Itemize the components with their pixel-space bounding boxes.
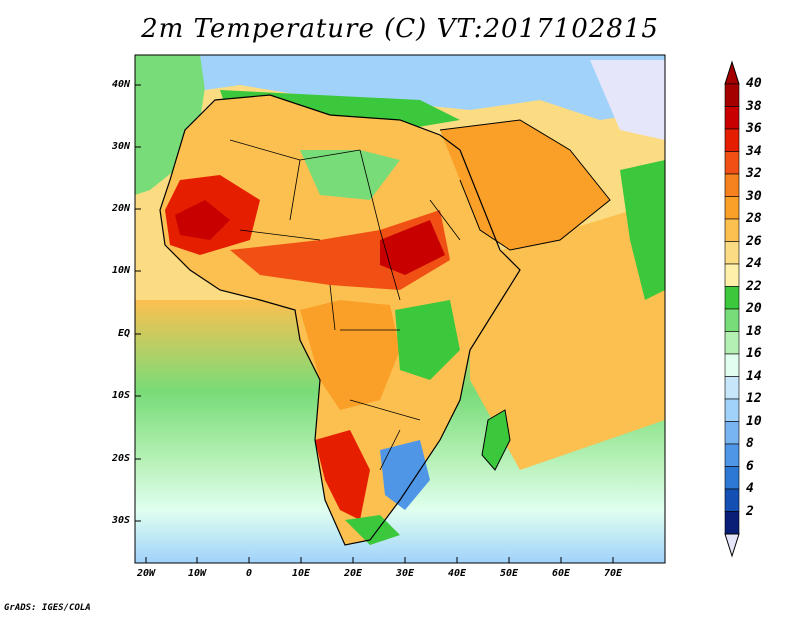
credit-text: GrADS: IGES/COLA [4,603,91,613]
colorbar-label: 34 [746,143,762,159]
india-region [620,160,665,300]
colorbar-swatch [724,196,740,220]
y-tick-label: 40N [111,79,130,90]
x-tick-label: 10W [187,568,207,579]
y-tick-label: EQ [117,328,130,339]
colorbar-label: 26 [746,233,762,249]
sudan-hot [380,220,445,275]
namibia-hot [315,430,370,520]
colorbar-swatch [724,466,740,490]
colorbar-swatch [724,443,740,467]
colorbar-swatch [724,151,740,175]
x-tick-label: 0 [245,568,253,579]
colorbar-swatch [724,376,740,400]
colorbar-swatch [724,488,740,512]
colorbar-swatch [724,511,740,535]
x-tick-label: 70E [603,568,623,579]
colorbar-label: 10 [746,413,762,429]
colorbar-swatch [724,83,740,107]
country-borders [229,139,461,471]
colorbar-label: 38 [746,98,762,114]
colorbar-top-arrow [724,60,740,85]
east-africa-highlands [395,300,460,380]
colorbar-label: 14 [746,368,762,384]
colorbar-label: 40 [746,76,762,91]
x-tick-label: 60E [551,568,571,579]
y-tick-label: 10N [111,265,130,276]
indian-ocean [470,200,665,470]
x-tick-label: 30E [395,568,415,579]
y-tick-label: 20S [111,453,130,464]
cape-region [345,515,400,545]
x-tick-label: 50E [499,568,519,579]
colorbar-swatch [724,286,740,310]
arabia-coastline [439,119,611,251]
colorbar [724,60,740,558]
colorbar-label: 4 [746,481,754,496]
colorbar-label: 22 [746,278,762,294]
colorbar-swatch [724,173,740,197]
colorbar-swatch [724,331,740,355]
colorbar-label: 36 [746,121,762,136]
central-asia-cold [590,60,665,140]
map-frame [134,54,666,564]
colorbar-label: 8 [746,436,754,451]
map-title: 2m Temperature (C) VT:2017102815 [141,14,659,44]
x-tick-label: 20E [343,568,363,579]
colorbar-label: 32 [746,166,762,181]
colorbar-swatch [724,218,740,242]
colorbar-label: 16 [746,346,762,361]
colorbar-label: 20 [746,301,762,316]
x-tick-label: 40E [447,568,467,579]
colorbar-swatch [724,106,740,130]
y-tick-label: 30S [111,515,130,526]
colorbar-swatch [724,128,740,152]
y-axis-ticks [135,84,141,522]
north-atlantic [135,55,210,195]
colorbar-label: 30 [746,188,762,204]
colorbar-label: 18 [746,323,762,339]
europe-region [200,55,665,120]
colorbar-swatch [724,308,740,332]
y-tick-label: 20N [111,203,130,214]
central-africa [300,300,400,410]
map-area [135,55,665,563]
africa-coastline [159,94,521,546]
colorbar-label: 2 [746,503,754,519]
colorbar-label: 12 [746,391,762,406]
arabian-peninsula [440,120,610,250]
colorbar-swatch [724,241,740,265]
madagascar [481,409,511,471]
colorbar-swatch [724,353,740,377]
y-tick-label: 10S [111,390,130,401]
colorbar-swatch [724,263,740,287]
colorbar-swatch [724,421,740,445]
colorbar-label: 24 [746,256,762,271]
x-axis-ticks [145,557,614,563]
colorbar-swatch [724,398,740,422]
south-east-africa-cool [380,440,430,510]
colorbar-label: 28 [746,211,762,226]
y-tick-label: 30N [111,141,130,152]
x-tick-label: 10E [291,568,311,579]
colorbar-label: 6 [746,458,754,474]
colorbar-bottom-arrow [724,533,740,558]
west-sahara-hotter [175,200,230,240]
sahara-cool-patch [300,150,400,200]
x-tick-label: 20W [136,568,156,579]
